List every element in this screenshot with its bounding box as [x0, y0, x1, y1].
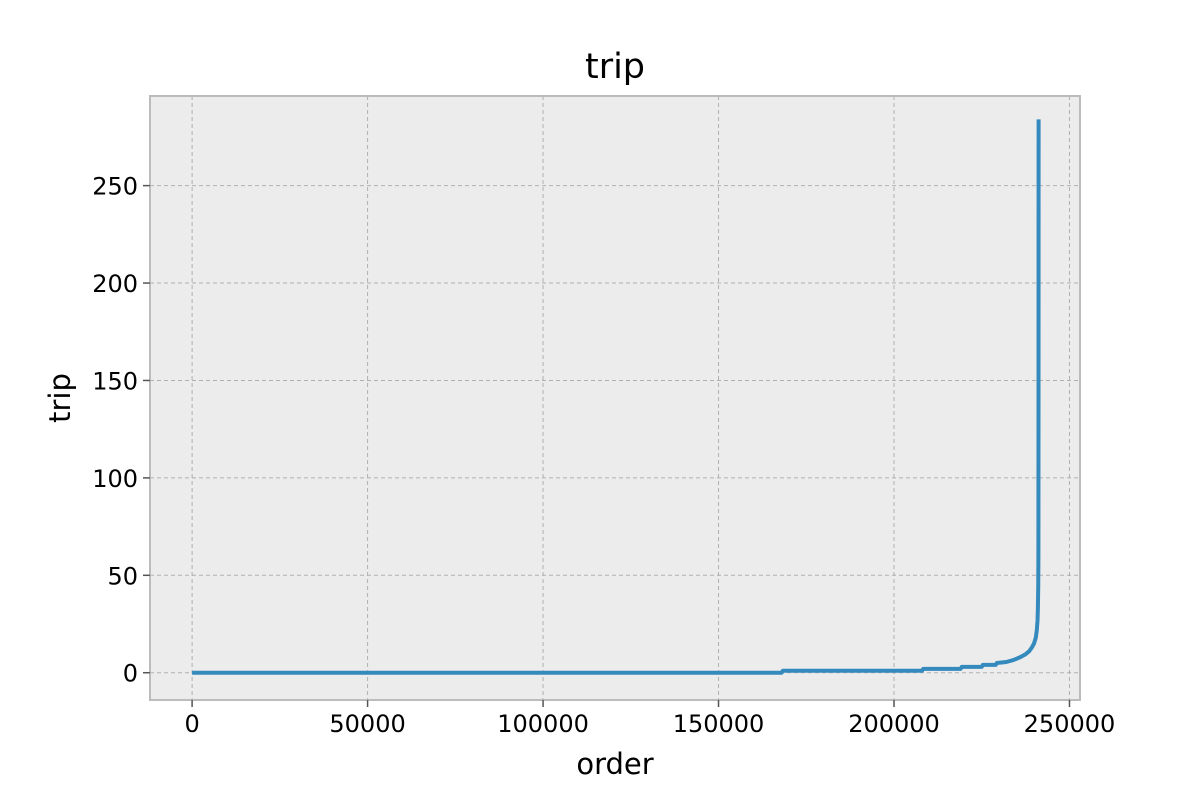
- x-axis-label: order: [576, 747, 653, 781]
- x-tick-label: 0: [184, 710, 199, 738]
- x-axis: 0 50000 100000 150000 200000 250000: [184, 700, 1115, 738]
- y-tick-label: 200: [92, 270, 138, 298]
- y-tick-label: 250: [92, 173, 138, 201]
- y-tick-label: 150: [92, 367, 138, 395]
- plot-area: [150, 96, 1080, 700]
- y-tick-label: 0: [123, 660, 138, 688]
- chart-title: trip: [585, 47, 645, 87]
- x-tick-label: 50000: [329, 710, 405, 738]
- grid-lines: [150, 96, 1080, 700]
- x-tick-label: 150000: [673, 710, 765, 738]
- x-tick-label: 250000: [1024, 710, 1116, 738]
- series-layer: [192, 119, 1041, 675]
- y-axis-label: trip: [43, 373, 77, 423]
- series-line: [192, 119, 1041, 675]
- y-axis: 0 50 100 150 200 250: [92, 173, 150, 688]
- plot-frame: [149, 95, 1081, 701]
- y-tick-label: 100: [92, 465, 138, 493]
- x-tick-label: 100000: [497, 710, 589, 738]
- x-tick-label: 200000: [848, 710, 940, 738]
- y-tick-label: 50: [107, 562, 138, 590]
